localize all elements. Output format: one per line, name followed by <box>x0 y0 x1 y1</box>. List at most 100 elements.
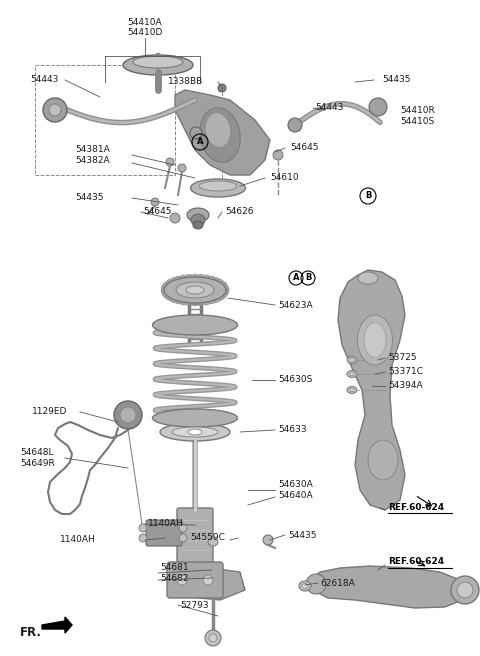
Text: A: A <box>197 138 203 146</box>
Text: 54435: 54435 <box>75 194 104 203</box>
Circle shape <box>306 574 326 594</box>
Circle shape <box>185 298 193 306</box>
Text: B: B <box>305 274 311 283</box>
Ellipse shape <box>349 388 355 392</box>
Text: 54630A
54640A: 54630A 54640A <box>278 480 313 500</box>
Circle shape <box>209 634 217 642</box>
Text: 54443: 54443 <box>30 75 59 85</box>
Circle shape <box>219 291 227 298</box>
Circle shape <box>218 84 226 92</box>
Text: 54681
54682: 54681 54682 <box>160 564 189 583</box>
Circle shape <box>212 277 220 285</box>
Circle shape <box>203 575 213 585</box>
Ellipse shape <box>347 356 357 363</box>
Polygon shape <box>310 566 470 608</box>
Circle shape <box>166 279 174 287</box>
Ellipse shape <box>153 315 238 335</box>
Polygon shape <box>42 617 72 633</box>
FancyBboxPatch shape <box>177 508 213 567</box>
Circle shape <box>170 213 180 223</box>
Ellipse shape <box>164 277 226 303</box>
Polygon shape <box>338 270 405 510</box>
Circle shape <box>220 289 228 297</box>
Circle shape <box>451 576 479 604</box>
Text: 54435: 54435 <box>382 75 410 85</box>
Polygon shape <box>175 90 270 175</box>
Text: 54559C: 54559C <box>190 533 225 543</box>
Text: 54633: 54633 <box>278 426 307 434</box>
Circle shape <box>177 575 187 585</box>
Text: 53725: 53725 <box>388 354 417 363</box>
Circle shape <box>205 630 221 646</box>
Ellipse shape <box>123 55 193 75</box>
Circle shape <box>174 276 182 284</box>
Text: 1338BB: 1338BB <box>168 77 203 87</box>
Circle shape <box>457 582 473 598</box>
Ellipse shape <box>188 429 202 435</box>
Text: 53371C: 53371C <box>388 367 423 377</box>
Ellipse shape <box>205 113 231 148</box>
Text: 54381A
54382A: 54381A 54382A <box>75 145 110 165</box>
Text: REF.60-624: REF.60-624 <box>388 502 444 512</box>
Text: REF.60-624: REF.60-624 <box>388 558 444 567</box>
Circle shape <box>216 293 224 300</box>
Circle shape <box>263 535 273 545</box>
Text: 54645: 54645 <box>143 207 171 216</box>
Text: 54410R
54410S: 54410R 54410S <box>400 106 435 126</box>
FancyBboxPatch shape <box>146 520 182 546</box>
Circle shape <box>163 291 171 298</box>
Circle shape <box>151 198 159 206</box>
Circle shape <box>114 401 142 429</box>
Ellipse shape <box>364 323 386 358</box>
Circle shape <box>163 281 171 289</box>
Ellipse shape <box>302 583 308 588</box>
Ellipse shape <box>160 423 230 441</box>
Circle shape <box>185 274 193 282</box>
Ellipse shape <box>186 286 204 294</box>
Text: 1129ED: 1129ED <box>32 407 67 417</box>
Circle shape <box>219 281 227 289</box>
Text: 1140AH: 1140AH <box>60 535 96 544</box>
Circle shape <box>180 275 188 283</box>
Text: 54410A
54410D: 54410A 54410D <box>127 18 163 37</box>
Circle shape <box>208 296 216 304</box>
Circle shape <box>203 297 211 305</box>
Circle shape <box>166 293 174 300</box>
Text: 54443: 54443 <box>315 104 343 112</box>
Text: 62618A: 62618A <box>320 579 355 588</box>
Circle shape <box>197 298 205 306</box>
Ellipse shape <box>299 581 311 591</box>
Circle shape <box>170 277 178 285</box>
Ellipse shape <box>368 440 398 480</box>
Circle shape <box>221 286 229 294</box>
Circle shape <box>161 286 169 294</box>
Ellipse shape <box>349 373 355 375</box>
Text: 54645: 54645 <box>290 144 319 152</box>
Circle shape <box>197 274 205 282</box>
Circle shape <box>220 283 228 292</box>
Ellipse shape <box>187 208 209 222</box>
Circle shape <box>216 279 224 287</box>
Text: 54394A: 54394A <box>388 382 422 390</box>
Circle shape <box>208 276 216 284</box>
Circle shape <box>139 534 147 542</box>
Ellipse shape <box>153 409 238 427</box>
Circle shape <box>49 104 61 116</box>
Circle shape <box>43 98 67 122</box>
Circle shape <box>139 524 147 532</box>
Circle shape <box>273 150 283 160</box>
Ellipse shape <box>172 427 218 437</box>
Circle shape <box>191 298 199 306</box>
Text: 52793: 52793 <box>180 600 209 609</box>
Text: 54435: 54435 <box>288 531 316 539</box>
Circle shape <box>191 274 199 282</box>
Text: 54610: 54610 <box>270 173 299 182</box>
Ellipse shape <box>176 282 214 298</box>
Text: 54630S: 54630S <box>278 375 312 384</box>
Circle shape <box>162 289 169 297</box>
Ellipse shape <box>200 108 240 162</box>
Ellipse shape <box>133 56 183 68</box>
Ellipse shape <box>358 272 378 284</box>
Text: 1140AH: 1140AH <box>148 520 184 529</box>
Ellipse shape <box>358 315 393 365</box>
